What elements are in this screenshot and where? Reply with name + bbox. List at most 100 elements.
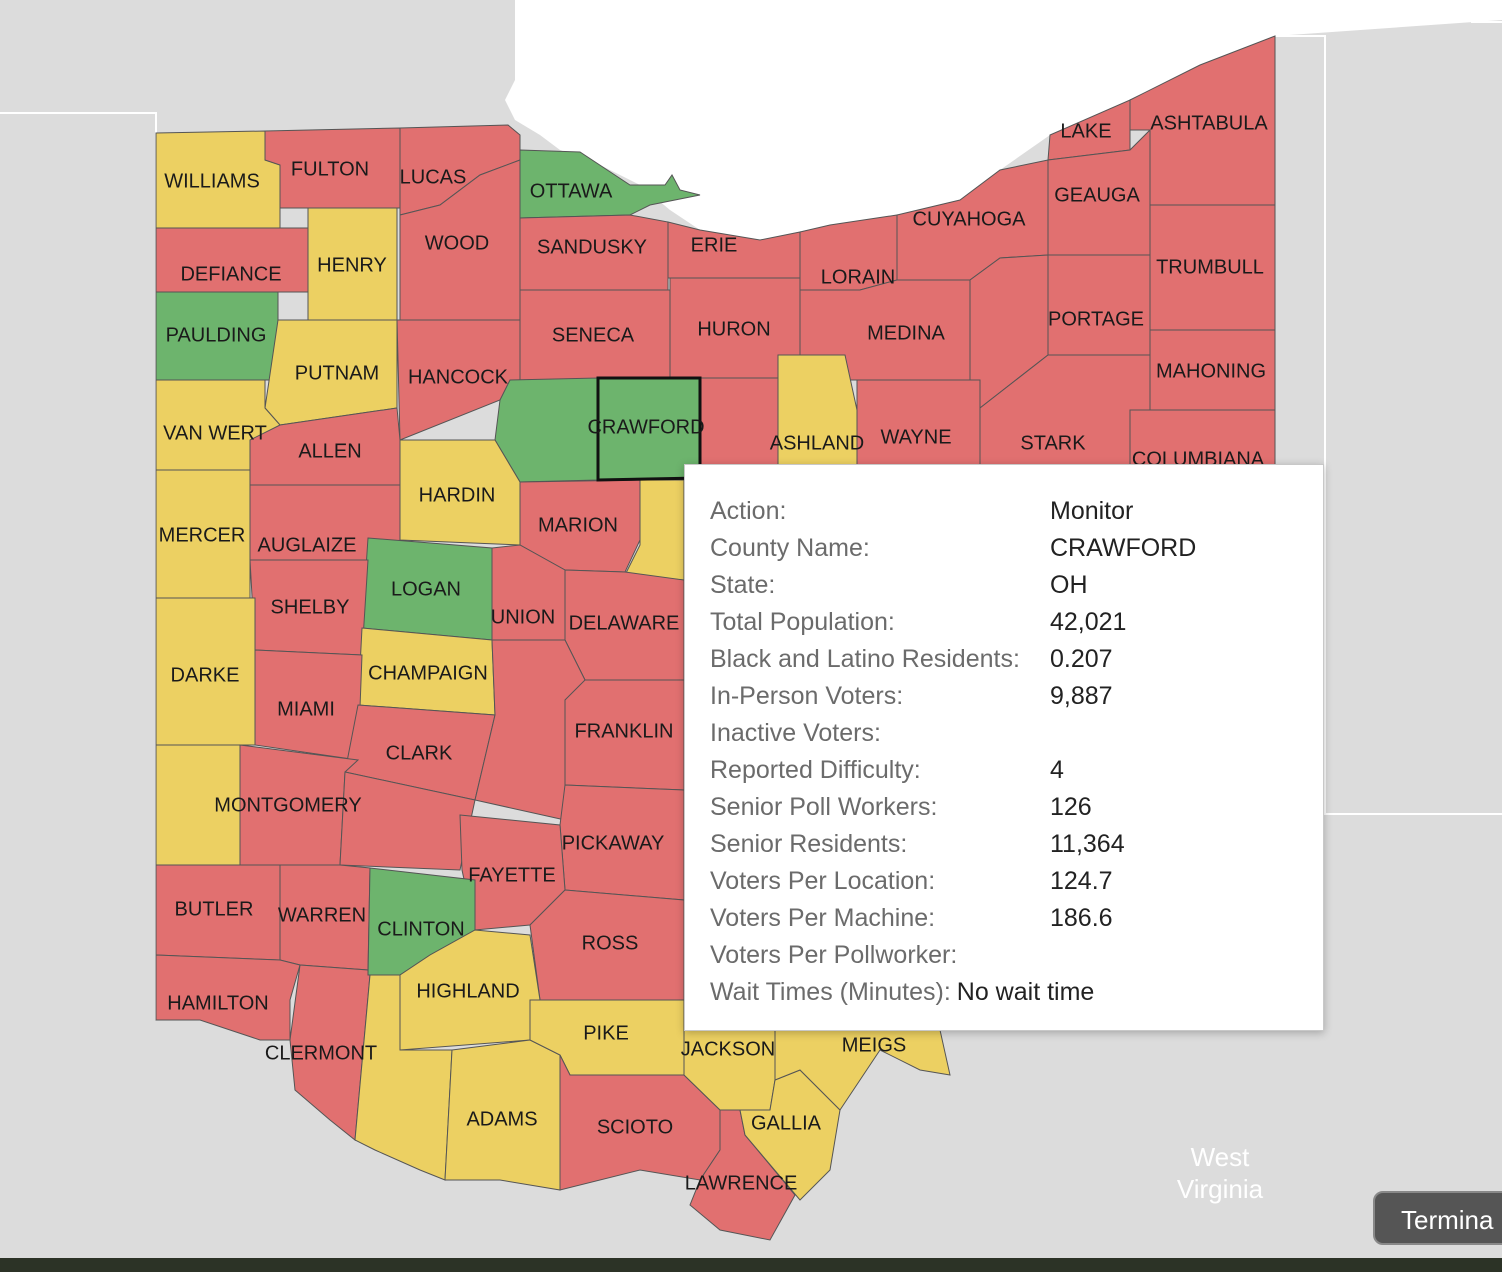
county-shapes (155, 35, 1276, 1241)
tooltip-label: Voters Per Pollworker: (710, 941, 958, 969)
tooltip-row-voters-per-location: Voters Per Location: 124.7 (710, 863, 1323, 900)
tooltip-label: Voters Per Machine: (710, 904, 936, 932)
county-label: CRAWFORD (587, 416, 704, 438)
county-richland[interactable] (699, 377, 779, 471)
tooltip-label: Black and Latino Residents: (710, 645, 1020, 673)
county-label: OTTAWA (530, 180, 613, 202)
county-label: TRUMBULL (1156, 256, 1264, 278)
tooltip-label: Action: (710, 497, 787, 525)
county-label: CLARK (386, 742, 453, 764)
terminal-button-label: Termina (1401, 1205, 1494, 1235)
neighbor-state-label-line2: Virginia (1177, 1174, 1264, 1204)
county-label: CLINTON (377, 918, 464, 940)
county-label: SENECA (552, 324, 635, 346)
tooltip-row-voters-per-pollworker: Voters Per Pollworker: (710, 937, 1323, 974)
county-label: GEAUGA (1054, 184, 1140, 206)
county-labels: WILLIAMS FULTON LUCAS OTTAWA DEFIANCE HE… (159, 112, 1269, 1194)
tooltip-value: 186.6 (1050, 904, 1113, 932)
tooltip-row-black-latino: Black and Latino Residents: 0.207 (710, 641, 1323, 678)
county-label: DARKE (171, 664, 240, 686)
county-wayne[interactable] (856, 379, 981, 471)
county-label: ERIE (691, 234, 738, 256)
county-label: MEIGS (842, 1034, 906, 1056)
tooltip-row-reported-difficulty: Reported Difficulty: 4 (710, 752, 1323, 789)
county-label: HURON (697, 318, 770, 340)
county-label: PIKE (583, 1022, 629, 1044)
county-greene[interactable] (339, 771, 476, 871)
county-label: ADAMS (466, 1108, 537, 1130)
tooltip-label: In-Person Voters: (710, 682, 904, 710)
county-label: ALLEN (298, 440, 361, 462)
county-label: MEDINA (867, 322, 945, 344)
county-portage[interactable] (1047, 254, 1151, 356)
tooltip-value: 9,887 (1050, 682, 1113, 710)
county-highland[interactable] (399, 929, 541, 1051)
county-tooltip: Action: Monitor County Name: CRAWFORD Stat… (684, 464, 1324, 1031)
county-label: PUTNAM (295, 362, 379, 384)
tooltip-row-wait-times: Wait Times (Minutes): No wait time (710, 974, 1323, 1011)
county-label: HENRY (317, 254, 387, 276)
county-label: LAWRENCE (685, 1172, 798, 1194)
tooltip-value: Monitor (1050, 497, 1134, 525)
tooltip-value: 4 (1050, 756, 1064, 784)
county-label: STARK (1020, 432, 1086, 454)
county-label: FULTON (291, 158, 369, 180)
county-label: GALLIA (751, 1112, 822, 1134)
county-meigs[interactable] (774, 1029, 951, 1111)
neighbor-state-label-line1: West (1191, 1142, 1251, 1172)
county-label: FAYETTE (468, 864, 555, 886)
tooltip-label: Wait Times (Minutes): (710, 978, 951, 1006)
tooltip-row-state: State: OH (710, 567, 1323, 604)
county-label: CUYAHOGA (913, 208, 1027, 230)
county-label: HAMILTON (167, 992, 269, 1014)
tooltip-label: Voters Per Location: (710, 867, 936, 895)
tooltip-row-in-person-voters: In-Person Voters: 9,887 (710, 678, 1323, 715)
county-label: WILLIAMS (164, 170, 260, 192)
county-label: LOGAN (391, 578, 461, 600)
county-label: PICKAWAY (562, 832, 665, 854)
county-label: SCIOTO (597, 1116, 673, 1138)
county-label: LORAIN (821, 266, 895, 288)
county-label: HIGHLAND (416, 980, 519, 1002)
county-label: LAKE (1060, 120, 1111, 142)
tooltip-row-total-population: Total Population: 42,021 (710, 604, 1323, 641)
county-label: HARDIN (419, 484, 496, 506)
tooltip-label: State: (710, 571, 776, 599)
county-label: FRANKLIN (575, 720, 674, 742)
county-label: ASHTABULA (1150, 112, 1268, 134)
tooltip-label: Senior Residents: (710, 830, 908, 858)
tooltip-label: County Name: (710, 534, 870, 562)
county-label: BUTLER (175, 898, 254, 920)
tooltip-value: 124.7 (1050, 867, 1113, 895)
tooltip-row-voters-per-machine: Voters Per Machine: 186.6 (710, 900, 1323, 937)
tooltip-label: Reported Difficulty: (710, 756, 921, 784)
county-label: LUCAS (400, 166, 467, 188)
tooltip-value: 126 (1050, 793, 1092, 821)
bottom-strip (0, 1258, 1502, 1272)
terminal-button[interactable]: Termina (1373, 1191, 1502, 1245)
county-label: AUGLAIZE (258, 534, 357, 556)
county-label: PORTAGE (1048, 308, 1144, 330)
tooltip-row-action: Action: Monitor (710, 493, 1323, 530)
tooltip-row-senior-poll-workers: Senior Poll Workers: 126 (710, 789, 1323, 826)
county-label: MARION (538, 514, 618, 536)
tooltip-row-senior-residents: Senior Residents: 11,364 (710, 826, 1323, 863)
county-label: ROSS (582, 932, 639, 954)
lake-erie (505, 0, 1502, 240)
tooltip-row-inactive-voters: Inactive Voters: (710, 715, 1323, 752)
county-label: MAHONING (1156, 360, 1266, 382)
county-label: CHAMPAIGN (368, 662, 488, 684)
tooltip-value: 0.207 (1050, 645, 1113, 673)
county-label: CLERMONT (265, 1042, 377, 1064)
tooltip-row-county-name: County Name: CRAWFORD (710, 530, 1323, 567)
county-label: WOOD (425, 232, 489, 254)
tooltip-value: OH (1050, 571, 1088, 599)
tooltip-label: Senior Poll Workers: (710, 793, 938, 821)
county-label: WAYNE (880, 426, 951, 448)
county-label: HANCOCK (408, 366, 509, 388)
county-label: VAN WERT (163, 422, 267, 444)
county-label: UNION (491, 606, 555, 628)
tooltip-value: CRAWFORD (1050, 534, 1197, 562)
tooltip-value: No wait time (956, 978, 1095, 1006)
county-label: DELAWARE (569, 612, 680, 634)
